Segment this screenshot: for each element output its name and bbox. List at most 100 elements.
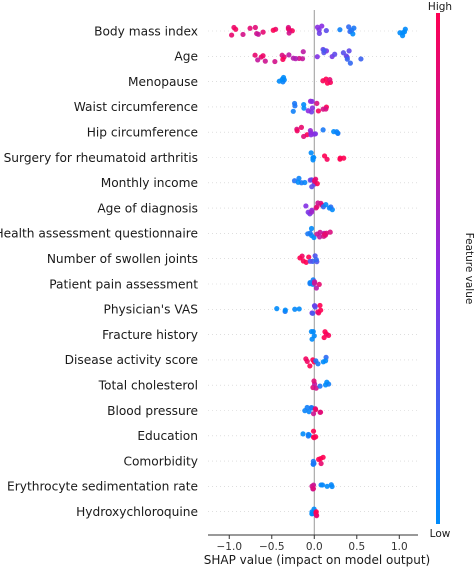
shap-point — [316, 281, 322, 288]
shap-point — [292, 56, 299, 62]
shap-point — [327, 77, 333, 83]
shap-point — [307, 230, 313, 236]
shap-point — [247, 25, 253, 31]
shap-point — [320, 106, 326, 112]
feature-label: Education — [137, 429, 198, 443]
shap-point — [310, 486, 317, 492]
shap-point — [318, 460, 324, 467]
shap-point — [313, 509, 319, 515]
shap-point — [326, 205, 332, 211]
shap-point — [314, 24, 321, 30]
shap-point — [286, 52, 292, 58]
feature-label: Body mass index — [94, 24, 198, 38]
shap-point — [309, 98, 315, 105]
shap-point — [313, 256, 319, 263]
shap-point — [351, 25, 357, 31]
shap-point — [314, 231, 320, 237]
shap-point — [285, 26, 291, 32]
shap-point — [310, 310, 316, 316]
colorbar-low-label: Low — [430, 528, 451, 540]
feature-label: Patient pain assessment — [49, 277, 198, 291]
shap-point — [318, 307, 324, 313]
shap-point — [303, 203, 309, 209]
x-tick-label: −1.0 — [217, 541, 243, 553]
feature-label: Menopause — [128, 75, 198, 89]
shap-point — [319, 482, 326, 488]
shap-point — [310, 411, 317, 417]
shap-point — [311, 378, 317, 384]
x-tick-label: 0.0 — [306, 541, 323, 553]
x-tick-label: 1.0 — [391, 541, 408, 553]
colorbar — [436, 13, 440, 524]
shap-point — [301, 133, 307, 140]
shap-point — [290, 108, 296, 114]
feature-label: Blood pressure — [107, 404, 198, 418]
shap-point — [295, 179, 301, 185]
shap-point — [309, 336, 315, 342]
feature-label: Hip circumference — [87, 126, 198, 140]
feature-label: Disease activity score — [65, 353, 198, 367]
shap-point — [315, 108, 321, 114]
shap-point — [323, 27, 329, 34]
shap-point — [321, 334, 327, 341]
feature-label: Surgery for rheumatoid arthritis — [4, 151, 198, 165]
shap-point — [262, 58, 268, 64]
shap-point — [314, 100, 320, 106]
shap-point — [346, 48, 352, 54]
shap-point — [320, 359, 326, 365]
shap-point — [297, 255, 303, 261]
shap-point — [322, 329, 328, 335]
shap-point — [310, 428, 317, 434]
shap-point — [320, 127, 326, 133]
shap-point — [280, 74, 287, 81]
shap-point — [313, 407, 319, 413]
shap-point — [334, 130, 341, 136]
shap-point — [324, 483, 330, 489]
feature-label: Hydroxychloroquine — [76, 505, 198, 519]
shap-point — [358, 56, 364, 62]
shap-point — [310, 329, 316, 335]
shap-point — [260, 53, 266, 59]
shap-point — [309, 184, 315, 190]
shap-point — [308, 150, 314, 156]
colorbar-high-label: High — [428, 1, 452, 13]
colorbar-title: Feature value — [463, 233, 474, 305]
x-tick-label: −0.5 — [259, 541, 285, 553]
x-tick-label: 0.5 — [348, 541, 365, 553]
shap-point — [311, 303, 318, 309]
shap-point — [291, 100, 298, 107]
shap-point — [233, 26, 239, 32]
feature-label: Health assessment questionnaire — [0, 227, 198, 241]
shap-point — [324, 156, 330, 162]
feature-label: Comorbidity — [123, 454, 198, 468]
shap-point — [319, 23, 325, 29]
feature-label: Fracture history — [102, 328, 198, 342]
shap-point — [307, 258, 313, 264]
shap-point — [307, 363, 313, 369]
shap-point — [300, 49, 306, 55]
shap-point — [252, 52, 258, 58]
shap-point — [229, 32, 235, 38]
shap-point — [399, 33, 406, 39]
feature-label: Waist circumference — [74, 100, 198, 114]
shap-point — [323, 202, 329, 208]
shap-point — [324, 379, 330, 385]
shap-point — [337, 27, 343, 33]
feature-label: Monthly income — [101, 176, 198, 190]
shap-point — [312, 177, 318, 184]
shap-point — [294, 128, 300, 134]
shap-point — [276, 78, 282, 84]
shap-point — [270, 27, 276, 33]
shap-point — [308, 130, 314, 136]
shap-point — [312, 279, 318, 285]
shap-point — [310, 434, 317, 440]
shap-point — [240, 31, 246, 38]
shap-point — [321, 231, 328, 237]
shap-point — [307, 177, 313, 183]
shap-point — [317, 409, 323, 415]
feature-label: Physician's VAS — [103, 303, 198, 317]
feature-label: Age of diagnosis — [97, 201, 198, 215]
shap-point — [306, 254, 312, 260]
shap-point — [305, 431, 312, 438]
